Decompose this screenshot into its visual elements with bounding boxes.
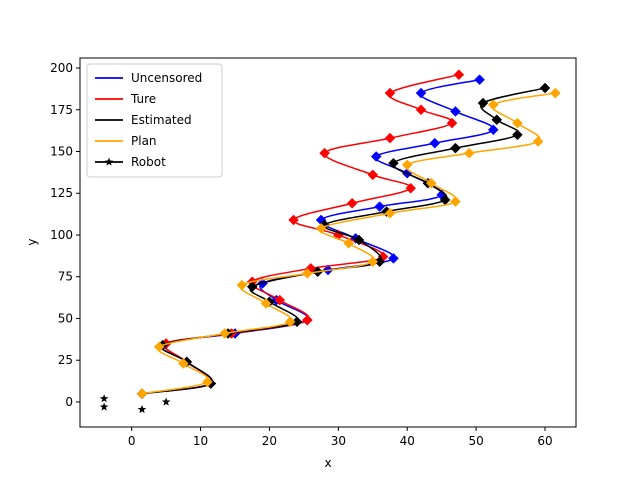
y-tick-label-0: 0 (65, 395, 73, 409)
x-tick-label-60: 60 (537, 434, 552, 448)
x-tick-label-20: 20 (262, 434, 277, 448)
point-ture-13 (405, 182, 417, 194)
point-uncensored-18 (450, 106, 461, 117)
legend-label-plan: Plan (131, 134, 157, 148)
point-plan-0 (136, 388, 148, 399)
point-uncensored-17 (487, 124, 499, 136)
legend-entry-ture: Ture (95, 92, 156, 106)
point-plan-7 (236, 279, 248, 291)
legend-label-estimated: Estimated (131, 113, 192, 127)
series-plan (136, 87, 561, 399)
robot-point-1 (99, 402, 109, 411)
y-tick-label-200: 200 (50, 61, 73, 75)
point-plan-15 (401, 159, 413, 171)
point-estimated-18 (491, 114, 503, 126)
point-ture-11 (288, 214, 299, 226)
point-ture-18 (415, 104, 427, 116)
point-plan-16 (463, 147, 475, 159)
point-ture-14 (367, 169, 379, 181)
point-uncensored-12 (374, 201, 386, 212)
point-ture-12 (346, 197, 358, 209)
point-estimated-15 (388, 157, 399, 169)
point-plan-20 (549, 87, 561, 99)
legend: Uncensored Ture Estimated Plan Robot (86, 63, 223, 178)
point-plan-2 (177, 358, 189, 369)
point-plan-19 (487, 99, 499, 111)
y-tick-label-75: 75 (58, 270, 73, 284)
point-ture-17 (446, 117, 458, 129)
point-plan-10 (343, 237, 355, 249)
point-plan-14 (425, 177, 437, 189)
legend-star-icon (104, 157, 114, 166)
point-plan-6 (260, 298, 272, 309)
point-plan-4 (219, 328, 231, 339)
y-tick-label-100: 100 (50, 228, 73, 242)
point-uncensored-19 (415, 87, 427, 99)
x-tick-label-40: 40 (400, 434, 415, 448)
point-ture-20 (453, 69, 465, 81)
point-estimated-17 (512, 129, 523, 141)
y-tick-label-125: 125 (50, 186, 73, 200)
legend-label-uncensored: Uncensored (131, 71, 202, 85)
legend-box (86, 63, 223, 178)
legend-entry-estimated: Estimated (95, 113, 192, 127)
point-plan-1 (202, 376, 213, 388)
x-axis-ticks: 0 10 20 30 40 50 60 (128, 427, 553, 448)
point-plan-13 (450, 196, 461, 207)
point-estimated-20 (539, 82, 551, 94)
point-plan-18 (512, 117, 523, 129)
point-ture-5 (301, 314, 313, 326)
series-robot (99, 394, 171, 414)
legend-entry-robot: Robot (95, 155, 166, 169)
point-uncensored-20 (474, 74, 485, 86)
y-tick-label-175: 175 (50, 103, 73, 117)
point-ture-16 (384, 132, 396, 144)
x-axis-label: x (324, 456, 331, 470)
x-tick-label-0: 0 (128, 434, 136, 448)
point-plan-12 (384, 207, 396, 219)
y-tick-label-50: 50 (58, 311, 73, 325)
point-uncensored-9 (388, 253, 399, 264)
point-plan-17 (532, 136, 544, 147)
robot-point-2 (137, 404, 147, 414)
point-plan-11 (315, 222, 327, 234)
plot-content (99, 69, 561, 414)
x-tick-label-30: 30 (331, 434, 346, 448)
point-plan-3 (153, 341, 165, 353)
robot-point-3 (161, 397, 171, 406)
point-plan-8 (301, 268, 313, 279)
y-tick-label-150: 150 (50, 145, 73, 159)
x-tick-label-10: 10 (193, 434, 208, 448)
point-estimated-7 (246, 281, 258, 293)
point-uncensored-15 (370, 151, 382, 162)
y-axis-ticks: 0 25 50 75 100 125 150 175 200 (50, 61, 80, 409)
legend-label-ture: Ture (130, 92, 156, 106)
legend-entry-uncensored: Uncensored (95, 71, 202, 85)
robot-point-0 (99, 394, 109, 403)
point-ture-15 (319, 147, 330, 159)
point-estimated-16 (450, 142, 461, 154)
point-estimated-19 (477, 97, 489, 109)
legend-label-robot: Robot (131, 155, 166, 169)
point-uncensored-16 (429, 137, 441, 149)
point-estimated-10 (353, 234, 365, 246)
y-tick-label-25: 25 (58, 353, 73, 367)
point-ture-6 (274, 294, 286, 306)
point-ture-19 (384, 87, 396, 99)
x-tick-label-50: 50 (468, 434, 483, 448)
point-plan-9 (367, 256, 379, 268)
y-axis-label: y (25, 238, 39, 245)
plot-frame (79, 57, 577, 428)
point-plan-5 (284, 316, 296, 328)
legend-entry-plan: Plan (95, 134, 157, 148)
